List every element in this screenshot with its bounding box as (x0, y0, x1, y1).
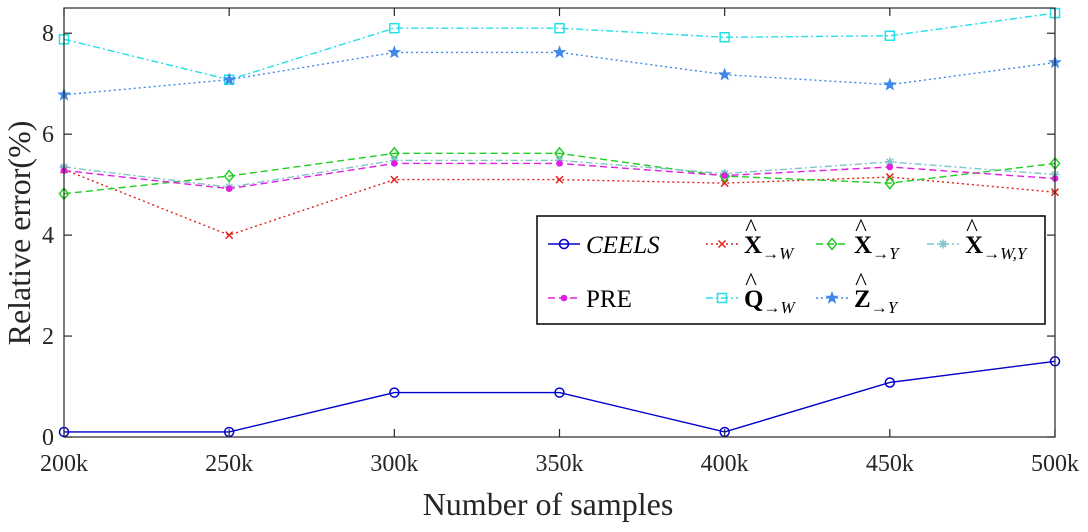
x-tick-label: 300k (370, 451, 418, 477)
legend-marker (717, 239, 727, 249)
x-tick-label: 200k (40, 451, 88, 477)
legend-marker (938, 239, 948, 249)
y-tick-label: 6 (42, 122, 54, 148)
series-2 (58, 146, 1061, 201)
data-point (390, 175, 399, 184)
data-point (556, 160, 563, 167)
data-point (717, 67, 732, 81)
data-point (223, 169, 235, 183)
legend-item: Z→Y^ (816, 269, 899, 317)
legend-label: Z→Y (854, 286, 899, 317)
hat-accent: ^ (966, 215, 978, 242)
legend-marker (825, 290, 839, 304)
x-tick-label: 450k (866, 451, 914, 477)
x-tick-label: 400k (701, 451, 749, 477)
series-6 (57, 45, 1062, 101)
series-line (63, 152, 1056, 195)
hat-accent: ^ (745, 215, 757, 242)
data-point (225, 231, 234, 240)
legend-item: X→Y^ (816, 215, 900, 263)
data-point (886, 163, 894, 171)
data-point (555, 175, 564, 184)
data-point (884, 377, 896, 388)
legend-marker (716, 292, 728, 304)
hat-accent: ^ (855, 269, 867, 296)
legend-item: PRE (548, 286, 632, 313)
series-4 (60, 160, 1059, 192)
x-tick-label: 250k (205, 451, 253, 477)
legend-label: CEELS (586, 232, 660, 259)
legend-marker (558, 238, 570, 250)
y-tick-label: 8 (42, 21, 54, 47)
legend-label: X→Y (854, 232, 900, 263)
data-point (883, 77, 897, 91)
y-tick-label: 0 (42, 425, 54, 451)
data-point (225, 185, 233, 192)
x-tick-label: 350k (536, 451, 584, 477)
legend-label: X→W,Y (965, 232, 1028, 263)
x-tick-label: 500k (1031, 451, 1079, 477)
legend-label: Q→W (744, 286, 796, 317)
legend-item: Q→W^ (706, 269, 796, 317)
data-point (884, 30, 896, 42)
data-point (554, 22, 565, 34)
data-point (391, 160, 398, 167)
legend-box (536, 215, 1046, 325)
legend-item: X→W^ (706, 215, 795, 263)
hat-accent: ^ (745, 269, 757, 296)
data-point (389, 22, 400, 34)
legend-label: PRE (586, 286, 632, 313)
data-point (885, 157, 895, 167)
series-line (63, 51, 1056, 96)
data-point (884, 176, 896, 190)
series-line (63, 162, 1056, 190)
data-point (719, 32, 730, 43)
legend-marker (560, 294, 568, 302)
y-tick-label: 4 (42, 223, 54, 249)
data-point (389, 387, 400, 398)
legend-item: CEELS (548, 232, 660, 259)
legend-marker (826, 237, 838, 251)
data-point (387, 45, 402, 59)
y-axis-label: Relative error(%) (1, 121, 37, 346)
legend-label: X→W (744, 232, 795, 263)
y-tick-label: 2 (42, 324, 54, 350)
legend: CEELS X→W^X→Y^X→W,Y^PRE Q→W^Z→Y^ (536, 215, 1046, 325)
series-0 (58, 356, 1061, 438)
hat-accent: ^ (855, 215, 867, 242)
data-point (222, 72, 236, 86)
axes: 200k 250k 300k 350k 400k 450k 500k 0 2 4 6 8 (40, 7, 1079, 477)
data-point (552, 45, 567, 59)
legend-item: X→W,Y^ (927, 215, 1028, 263)
data-point (720, 179, 729, 188)
data-point (554, 387, 565, 398)
data-point (721, 172, 728, 179)
x-axis-label: Number of samples (423, 486, 674, 522)
